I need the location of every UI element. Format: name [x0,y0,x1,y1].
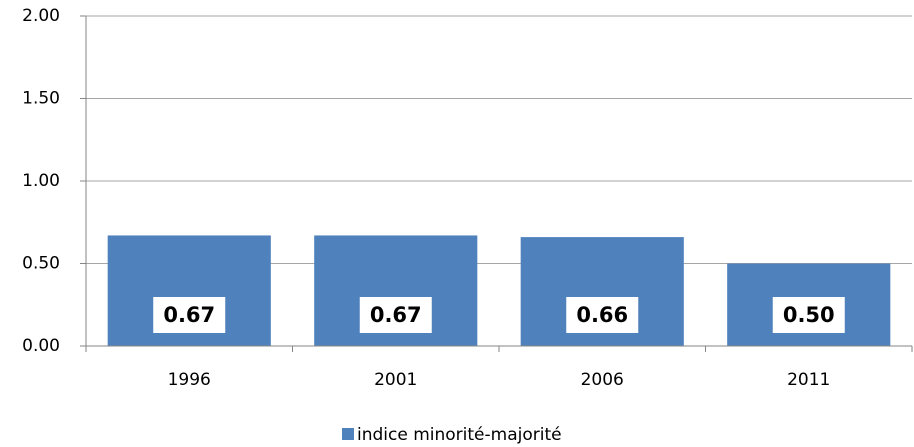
x-tick-label: 2006 [581,370,624,390]
legend-label: indice minorité-majorité [357,425,562,445]
value-label: 0.50 [783,303,835,327]
value-label-box [153,297,226,333]
value-label: 0.67 [163,303,215,327]
y-tick-label: 1.00 [22,171,60,191]
x-tick-label: 2001 [374,370,417,390]
value-label-box [566,297,639,333]
x-tick-label: 1996 [168,370,211,390]
y-tick-label: 0.00 [22,336,60,356]
value-label-box [772,297,845,333]
y-tick-label: 0.50 [22,254,60,274]
legend-swatch [342,428,354,440]
y-tick-label: 1.50 [22,89,60,109]
value-label: 0.67 [370,303,422,327]
y-tick-label: 2.00 [22,6,60,26]
value-label: 0.66 [576,303,628,327]
value-label-box [359,297,432,333]
x-tick-label: 2011 [787,370,830,390]
